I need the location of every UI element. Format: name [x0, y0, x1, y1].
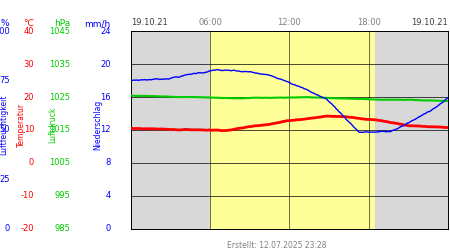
Text: 0: 0 — [29, 158, 34, 168]
Text: 40: 40 — [24, 27, 34, 36]
Text: mm/h: mm/h — [85, 19, 111, 28]
Text: 100: 100 — [0, 27, 9, 36]
Text: 1005: 1005 — [49, 158, 70, 168]
Text: 1045: 1045 — [49, 27, 70, 36]
Text: 06:00: 06:00 — [198, 18, 222, 27]
Text: hPa: hPa — [54, 19, 70, 28]
Text: 0: 0 — [4, 224, 9, 233]
Text: 30: 30 — [23, 60, 34, 69]
Text: 4: 4 — [105, 191, 111, 200]
Text: Luftfeuchtigkeit: Luftfeuchtigkeit — [0, 95, 8, 155]
Text: 24: 24 — [100, 27, 111, 36]
Text: 25: 25 — [0, 175, 9, 184]
Text: 1015: 1015 — [49, 126, 70, 134]
Bar — [131, 31, 210, 229]
Text: 1035: 1035 — [49, 60, 70, 69]
Text: Niederschlag: Niederschlag — [94, 100, 103, 150]
Text: 18:00: 18:00 — [356, 18, 381, 27]
Bar — [210, 31, 375, 229]
Text: 19.10.21: 19.10.21 — [131, 18, 168, 27]
Text: Temperatur: Temperatur — [17, 103, 26, 147]
Text: Luftdruck: Luftdruck — [49, 107, 58, 143]
Text: 985: 985 — [54, 224, 70, 233]
Text: %: % — [1, 19, 9, 28]
Text: 16: 16 — [100, 92, 111, 102]
Text: -20: -20 — [21, 224, 34, 233]
Text: 1025: 1025 — [49, 92, 70, 102]
Text: 8: 8 — [105, 158, 111, 168]
Text: 20: 20 — [100, 60, 111, 69]
Text: 10: 10 — [24, 126, 34, 134]
Text: 995: 995 — [54, 191, 70, 200]
Bar — [375, 31, 448, 229]
Text: 19.10.21: 19.10.21 — [411, 18, 448, 27]
Text: 12:00: 12:00 — [278, 18, 301, 27]
Text: °C: °C — [23, 19, 34, 28]
Text: 75: 75 — [0, 76, 9, 85]
Text: 20: 20 — [24, 92, 34, 102]
Text: 0: 0 — [105, 224, 111, 233]
Text: 50: 50 — [0, 126, 9, 134]
Text: Erstellt: 12.07.2025 23:28: Erstellt: 12.07.2025 23:28 — [227, 240, 326, 250]
Text: 12: 12 — [100, 126, 111, 134]
Text: -10: -10 — [21, 191, 34, 200]
